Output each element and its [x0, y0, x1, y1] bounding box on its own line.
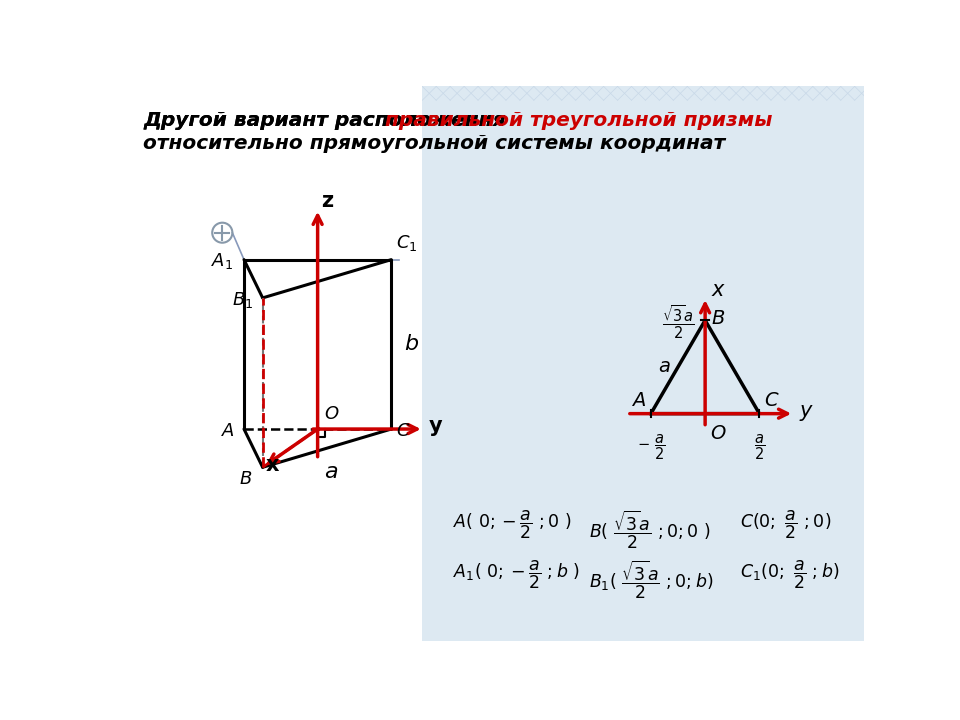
- Text: $C_1(0;\ \dfrac{a}{2}\ ;b)$: $C_1(0;\ \dfrac{a}{2}\ ;b)$: [740, 559, 839, 591]
- Text: $B_1(\ \dfrac{\sqrt{3}a}{2}\ ;0;b)$: $B_1(\ \dfrac{\sqrt{3}a}{2}\ ;0;b)$: [588, 559, 713, 601]
- Text: $B$: $B$: [711, 310, 726, 328]
- Text: правильной треугольной призмы: правильной треугольной призмы: [385, 111, 773, 130]
- Text: y: y: [428, 416, 442, 436]
- Text: $A$: $A$: [631, 391, 646, 410]
- Text: $C$: $C$: [396, 423, 411, 441]
- Text: $C(0;\ \dfrac{a}{2}\ ;0)$: $C(0;\ \dfrac{a}{2}\ ;0)$: [740, 508, 831, 541]
- Text: $y$: $y$: [799, 402, 814, 423]
- Text: $C_1$: $C_1$: [396, 233, 418, 253]
- Text: Другой вариант расположения: Другой вариант расположения: [143, 111, 513, 130]
- Text: относительно прямоугольной системы координат: относительно прямоугольной системы коорд…: [143, 134, 726, 153]
- Text: $\dfrac{a}{2}$: $\dfrac{a}{2}$: [754, 432, 765, 462]
- Text: $-\ \dfrac{a}{2}$: $-\ \dfrac{a}{2}$: [636, 432, 665, 462]
- Text: $O$: $O$: [709, 424, 727, 444]
- Text: $B_1$: $B_1$: [232, 290, 253, 310]
- Text: $C$: $C$: [764, 391, 780, 410]
- Text: $b$: $b$: [403, 334, 419, 354]
- Text: $A_1(\ 0;-\dfrac{a}{2}\ ;b\ )$: $A_1(\ 0;-\dfrac{a}{2}\ ;b\ )$: [453, 559, 581, 591]
- Text: $B(\ \dfrac{\sqrt{3}a}{2}\ ;0;0\ )$: $B(\ \dfrac{\sqrt{3}a}{2}\ ;0;0\ )$: [588, 508, 710, 551]
- Text: x: x: [265, 455, 278, 475]
- Bar: [120, 86, 422, 641]
- Text: $a$: $a$: [658, 357, 670, 377]
- Text: $A_1$: $A_1$: [211, 251, 233, 271]
- Text: $A(\ 0;-\dfrac{a}{2}\ ;0\ )$: $A(\ 0;-\dfrac{a}{2}\ ;0\ )$: [453, 508, 572, 541]
- Text: Другой вариант расположения: Другой вариант расположения: [143, 111, 513, 130]
- Bar: [422, 86, 864, 641]
- Text: $A$: $A$: [221, 422, 234, 440]
- Text: z: z: [321, 192, 333, 211]
- Text: $a$: $a$: [324, 462, 338, 482]
- Text: $O$: $O$: [324, 405, 339, 423]
- Text: $x$: $x$: [711, 279, 727, 300]
- Text: $\dfrac{\sqrt{3}a}{2}$: $\dfrac{\sqrt{3}a}{2}$: [661, 303, 694, 341]
- Text: $B$: $B$: [238, 470, 252, 488]
